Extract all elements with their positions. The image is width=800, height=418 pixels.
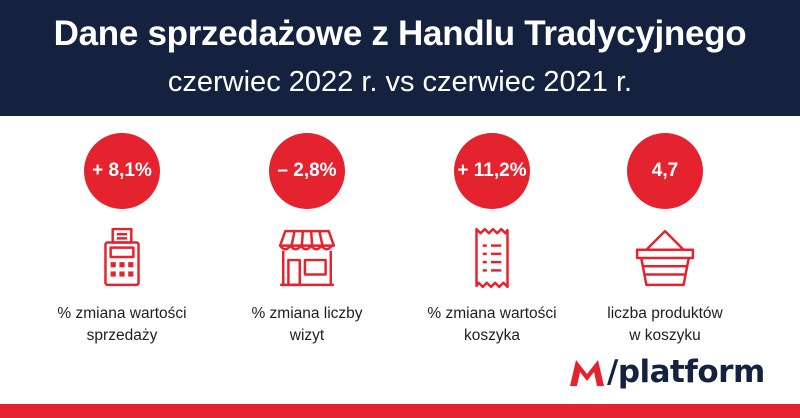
basket-icon	[635, 229, 695, 287]
stat-value-badge: 4,7	[627, 133, 703, 209]
stat-basket-value: + 11,2% % zmiana wartości koszyka	[397, 133, 587, 347]
stat-products-in-basket: 4,7 liczba produktów w koszyku	[570, 133, 760, 347]
stat-label: % zmiana wartości koszyka	[397, 303, 587, 347]
page-subtitle: czerwiec 2022 r. vs czerwiec 2021 r.	[167, 66, 633, 98]
stat-label-line1: liczba produktów	[607, 305, 723, 322]
cash-register-icon	[104, 227, 140, 287]
stat-label-line2: wizyt	[289, 327, 325, 344]
header-banner: Dane sprzedażowe z Handlu Tradycyjnego c…	[0, 0, 800, 116]
stat-label-line1: % zmiana wartości	[57, 305, 187, 322]
stat-label: liczba produktów w koszyku	[570, 303, 760, 347]
stat-value-badge: – 2,8%	[269, 133, 345, 209]
m-logo-icon	[570, 360, 604, 386]
stat-label-line1: % zmiana wartości	[427, 305, 557, 322]
stat-label-line2: w koszyku	[629, 327, 701, 344]
receipt-icon	[475, 227, 509, 289]
stat-sales-value: + 8,1% % zmiana wartości sprzedaży	[27, 133, 217, 347]
stat-visits: – 2,8% % zmiana liczby wizyt	[212, 133, 402, 347]
page-title: Dane sprzedażowe z Handlu Tradycyjnego	[53, 14, 747, 53]
shop-icon	[278, 229, 336, 287]
footer-accent-bar	[0, 404, 800, 418]
stat-label-line2: koszyka	[464, 327, 520, 344]
stat-value-badge: + 11,2%	[454, 133, 530, 209]
stat-value-badge: + 8,1%	[84, 133, 160, 209]
stat-label-line1: % zmiana liczby	[251, 305, 363, 322]
stat-label: % zmiana liczby wizyt	[212, 303, 402, 347]
stat-label-line2: sprzedaży	[86, 327, 158, 344]
stat-label: % zmiana wartości sprzedaży	[27, 303, 217, 347]
logo-text: /platform	[607, 354, 765, 390]
platform-logo: /platform	[568, 352, 765, 392]
